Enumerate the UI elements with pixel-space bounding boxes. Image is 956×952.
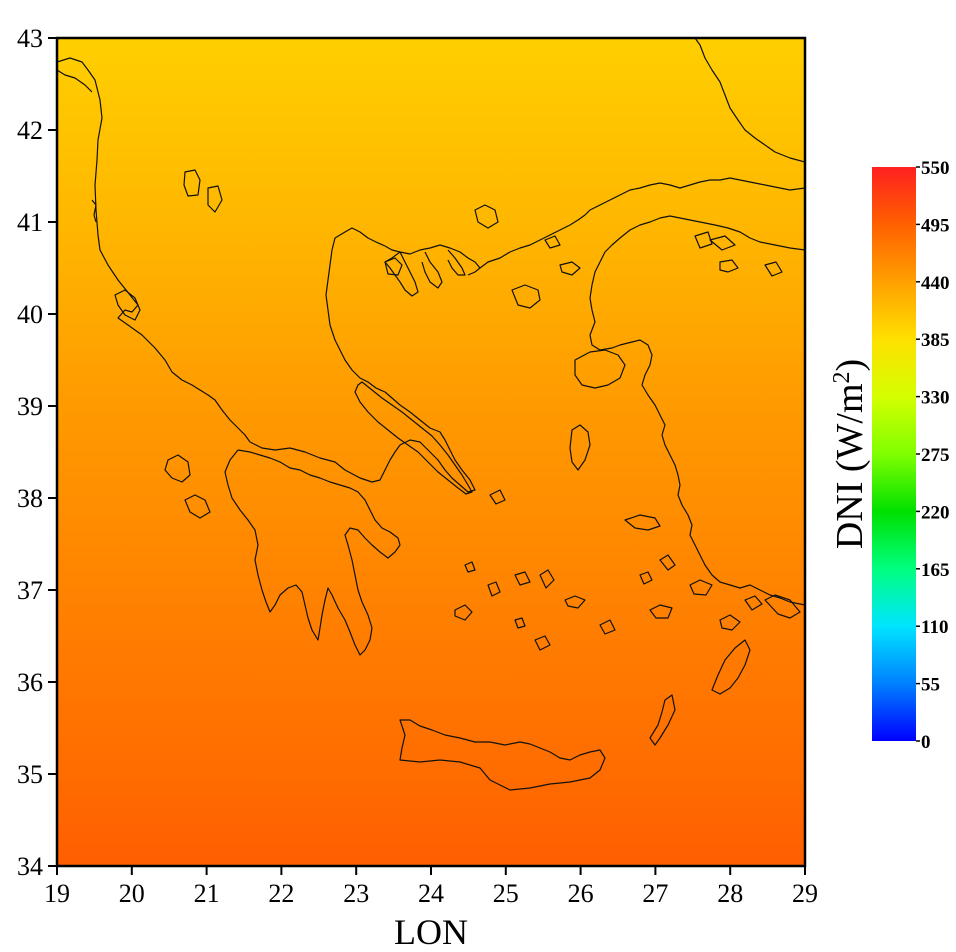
y-tick-label: 37 <box>17 576 43 605</box>
colorbar-tick-label: 55 <box>921 675 940 696</box>
y-tick-label: 35 <box>17 760 43 789</box>
colorbar-tick-label: 440 <box>921 273 950 294</box>
coastline-north-lakes <box>183 169 783 277</box>
y-tick-label: 42 <box>17 116 43 145</box>
coastline-crete <box>399 719 606 791</box>
y-axis: 34 35 36 37 38 39 40 41 42 43 <box>17 24 57 881</box>
y-tick-label: 41 <box>17 208 43 237</box>
colorbar-tick-label: 110 <box>921 617 948 638</box>
coastline-chios <box>569 424 591 471</box>
colorbar-tick-label: 550 <box>921 158 950 179</box>
x-axis-title: LON <box>394 912 468 952</box>
colorbar-tick-label: 275 <box>921 445 950 466</box>
y-tick-label: 38 <box>17 484 43 513</box>
y-tick-label: 34 <box>17 852 43 881</box>
colorbar <box>872 167 916 741</box>
coastline-thasos <box>474 204 499 229</box>
coastlines <box>57 38 805 791</box>
coastline-turkey-aegean <box>589 215 805 606</box>
x-tick-label: 20 <box>119 879 145 908</box>
coastline-corfu <box>114 289 141 321</box>
colorbar-tick-label: 165 <box>921 560 950 581</box>
coastline-peloponnese <box>224 449 401 656</box>
x-tick-label: 21 <box>194 879 220 908</box>
colorbar-tick-label: 495 <box>921 215 950 236</box>
colorbar-title: DNI (W/m2) <box>829 359 871 549</box>
coastline-mainland-west <box>57 57 251 443</box>
coastline-greece-mainland-east <box>249 177 805 493</box>
y-tick-label: 40 <box>17 300 43 329</box>
x-tick-label: 28 <box>717 879 743 908</box>
coastline-zakynthos <box>184 494 211 519</box>
y-tick-label: 36 <box>17 668 43 697</box>
coastline-samos <box>624 514 661 531</box>
x-tick-label: 25 <box>493 879 519 908</box>
x-tick-label: 27 <box>642 879 668 908</box>
coastline-thrace-north <box>694 38 805 163</box>
x-tick-label: 29 <box>792 879 818 908</box>
coastline-albania-detail <box>57 69 97 223</box>
y-tick-label: 39 <box>17 392 43 421</box>
colorbar-title-main: DNI (W/m <box>829 383 871 549</box>
coastline-rhodes <box>711 639 751 695</box>
y-tick-label: 43 <box>17 24 43 53</box>
colorbar-title-superscript: 2 <box>829 371 855 383</box>
coastline-kefalonia <box>164 454 191 483</box>
coastline-islands-cyclades <box>454 489 616 651</box>
x-tick-label: 23 <box>343 879 369 908</box>
x-tick-label: 19 <box>44 879 70 908</box>
coastline-crete-south-islands <box>649 694 676 746</box>
dni-field <box>57 38 805 866</box>
colorbar-title-close: ) <box>829 359 871 372</box>
colorbar-tick-label: 220 <box>921 502 950 523</box>
colorbar-tick-label: 385 <box>921 330 950 351</box>
coastline-dodecanese <box>639 554 801 631</box>
coastline-lesvos <box>574 349 626 389</box>
x-axis: 19 20 21 22 23 24 25 26 27 28 29 <box>44 866 818 908</box>
coastline-lemnos <box>511 284 541 309</box>
x-tick-label: 24 <box>418 879 444 908</box>
coastline-evia <box>354 381 473 495</box>
x-tick-label: 26 <box>568 879 594 908</box>
colorbar-tick-label: 330 <box>921 388 950 409</box>
colorbar-tick-label: 0 <box>921 732 931 753</box>
x-tick-label: 22 <box>268 879 294 908</box>
